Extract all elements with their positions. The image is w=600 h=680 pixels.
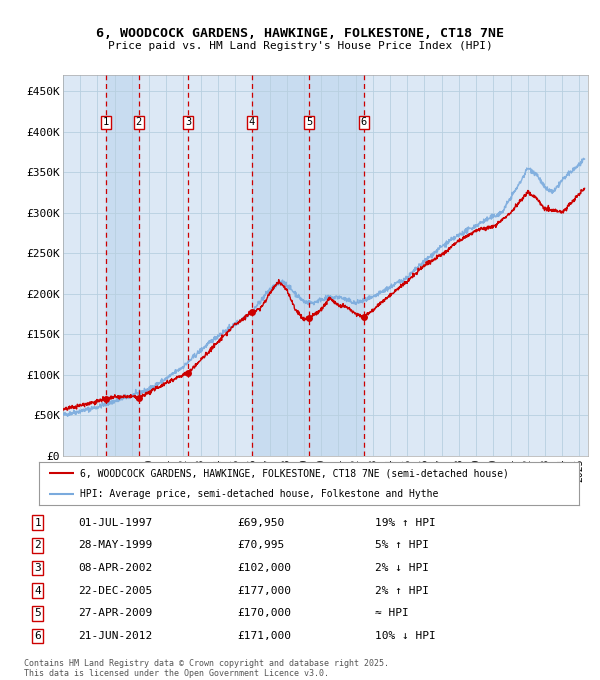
Text: 28-MAY-1999: 28-MAY-1999: [79, 541, 153, 550]
Text: 1: 1: [103, 118, 109, 127]
Text: 5: 5: [34, 609, 41, 618]
Bar: [252, 75, 364, 456]
Text: £69,950: £69,950: [237, 517, 284, 528]
Text: 5% ↑ HPI: 5% ↑ HPI: [375, 541, 429, 550]
Text: 1: 1: [34, 517, 41, 528]
Text: HPI: Average price, semi-detached house, Folkestone and Hythe: HPI: Average price, semi-detached house,…: [79, 489, 438, 499]
Text: 2% ↓ HPI: 2% ↓ HPI: [375, 563, 429, 573]
Text: 3: 3: [34, 563, 41, 573]
Text: 21-JUN-2012: 21-JUN-2012: [79, 631, 153, 641]
Text: 2: 2: [34, 541, 41, 550]
Text: 4: 4: [249, 118, 255, 127]
Text: 10% ↓ HPI: 10% ↓ HPI: [375, 631, 436, 641]
Text: 2% ↑ HPI: 2% ↑ HPI: [375, 585, 429, 596]
Text: 01-JUL-1997: 01-JUL-1997: [79, 517, 153, 528]
Text: 27-APR-2009: 27-APR-2009: [79, 609, 153, 618]
Text: Price paid vs. HM Land Registry's House Price Index (HPI): Price paid vs. HM Land Registry's House …: [107, 41, 493, 51]
Text: ≈ HPI: ≈ HPI: [375, 609, 409, 618]
Text: £70,995: £70,995: [237, 541, 284, 550]
Text: 6: 6: [34, 631, 41, 641]
Text: 22-DEC-2005: 22-DEC-2005: [79, 585, 153, 596]
Text: 6, WOODCOCK GARDENS, HAWKINGE, FOLKESTONE, CT18 7NE (semi-detached house): 6, WOODCOCK GARDENS, HAWKINGE, FOLKESTON…: [79, 469, 508, 478]
Text: £171,000: £171,000: [237, 631, 291, 641]
Text: Contains HM Land Registry data © Crown copyright and database right 2025.
This d: Contains HM Land Registry data © Crown c…: [24, 658, 389, 678]
Bar: [106, 75, 139, 456]
Text: 3: 3: [185, 118, 191, 127]
Text: £177,000: £177,000: [237, 585, 291, 596]
Text: 6: 6: [361, 118, 367, 127]
Text: £170,000: £170,000: [237, 609, 291, 618]
Text: 2: 2: [136, 118, 142, 127]
Text: 19% ↑ HPI: 19% ↑ HPI: [375, 517, 436, 528]
Text: £102,000: £102,000: [237, 563, 291, 573]
Text: 08-APR-2002: 08-APR-2002: [79, 563, 153, 573]
Text: 4: 4: [34, 585, 41, 596]
Text: 5: 5: [307, 118, 313, 127]
Text: 6, WOODCOCK GARDENS, HAWKINGE, FOLKESTONE, CT18 7NE: 6, WOODCOCK GARDENS, HAWKINGE, FOLKESTON…: [96, 27, 504, 40]
